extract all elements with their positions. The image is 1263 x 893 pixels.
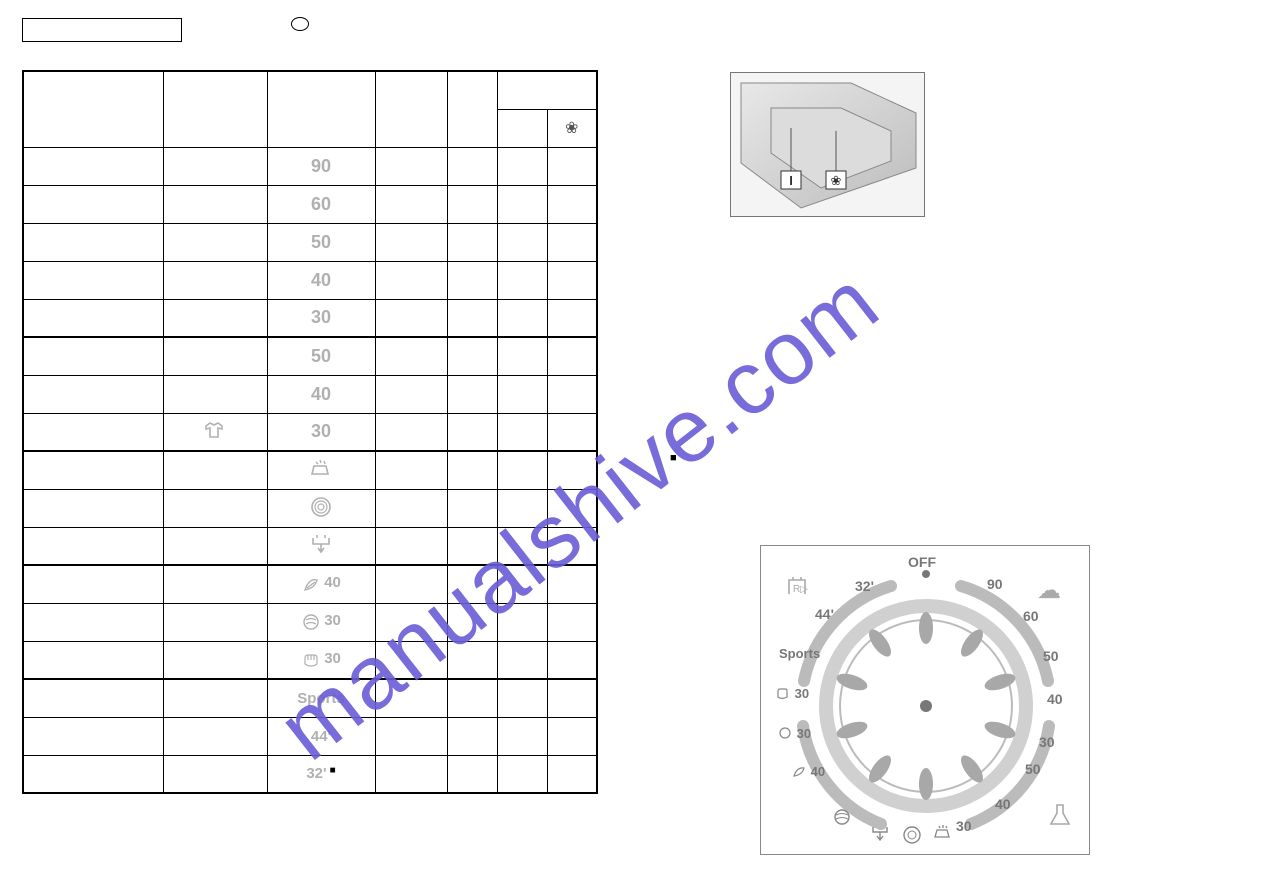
compartment-1-label: I	[789, 173, 793, 188]
selector-cell: 90	[267, 147, 375, 185]
th-detergent	[497, 71, 597, 109]
wool-icon	[301, 612, 321, 632]
th-detergent-main	[497, 109, 547, 147]
dial-spin-icon	[901, 824, 923, 849]
th-options	[163, 71, 267, 147]
flower-icon: ❀	[565, 120, 578, 137]
spin-icon	[308, 494, 334, 520]
th-remarks	[447, 71, 497, 147]
dial-cloud-icon: ☁	[1037, 576, 1061, 605]
table-row: 30	[23, 413, 597, 451]
table-row: 30	[23, 603, 597, 641]
selector-cell: 44'	[267, 717, 375, 755]
title-box	[22, 18, 182, 42]
selector-cell: 40	[267, 261, 375, 299]
dial-flask-icon	[1047, 802, 1073, 834]
selector-cell: 30	[267, 603, 375, 641]
table-row: Sports	[23, 679, 597, 717]
selector-cell	[267, 489, 375, 527]
selector-cell: 30	[267, 413, 375, 451]
selector-cell: 60	[267, 185, 375, 223]
drain-icon	[308, 531, 334, 557]
selector-cell: 50	[267, 337, 375, 375]
table-row: 50	[23, 223, 597, 261]
svg-text:R▷: R▷	[793, 584, 808, 595]
selector-cell: 50	[267, 223, 375, 261]
table-row: 60	[23, 185, 597, 223]
table-row: 40	[23, 261, 597, 299]
th-selector	[267, 71, 375, 147]
th-programme	[23, 71, 163, 147]
dial-wool-30: 30	[777, 726, 811, 741]
table-row: 30	[23, 641, 597, 679]
table-row: 44'	[23, 717, 597, 755]
opt-icon-shirt	[163, 413, 267, 451]
drawer-svg: I ❀	[731, 73, 925, 217]
rinse-icon	[308, 456, 334, 482]
table-row: 50	[23, 337, 597, 375]
dial-rp-icon: R▷	[785, 574, 815, 603]
detergent-drawer-image: I ❀	[730, 72, 925, 217]
table-row: 40	[23, 565, 597, 603]
programme-table: ❀ 90 60 50 40 30 50 40	[22, 70, 598, 794]
dial-off-label: OFF	[908, 554, 936, 570]
hand-icon	[301, 650, 321, 670]
selector-cell	[267, 527, 375, 565]
table-row: 30	[23, 299, 597, 337]
selector-cell: 40	[267, 565, 375, 603]
prog-label	[23, 147, 163, 185]
th-detergent-softener: ❀	[547, 109, 597, 147]
selector-cell: 40	[267, 375, 375, 413]
dial-off-dot	[922, 570, 930, 578]
shirt-icon	[200, 420, 230, 440]
footnote-square-right: ■	[670, 452, 677, 464]
table-row: 40	[23, 375, 597, 413]
table-row	[23, 527, 597, 565]
programme-dial: OFF 90 60 50 40 30 50 40 30 32' 44' Spor…	[760, 545, 1090, 855]
table-row: 90	[23, 147, 597, 185]
dial-hand-30: 30	[775, 686, 809, 701]
dial-wool-icon	[831, 806, 853, 831]
compartment-2-label: ❀	[831, 173, 842, 188]
dial-drain-icon	[869, 821, 891, 846]
selector-cell	[267, 451, 375, 489]
selector-cell: 32' ■	[267, 755, 375, 793]
footnote-square: ■	[330, 765, 336, 776]
selector-cell: 30	[267, 299, 375, 337]
selector-cell: 30	[267, 641, 375, 679]
selector-cell: Sports	[267, 679, 375, 717]
table-row	[23, 489, 597, 527]
dial-leaf-40: 40	[791, 764, 825, 779]
th-load	[375, 71, 447, 147]
table-row: 32' ■	[23, 755, 597, 793]
page-bullet-ellipse	[291, 17, 309, 31]
leaf-icon	[301, 574, 321, 594]
table-header-row-1	[23, 71, 597, 109]
table-row	[23, 451, 597, 489]
dial-rinse-icon	[931, 821, 953, 846]
